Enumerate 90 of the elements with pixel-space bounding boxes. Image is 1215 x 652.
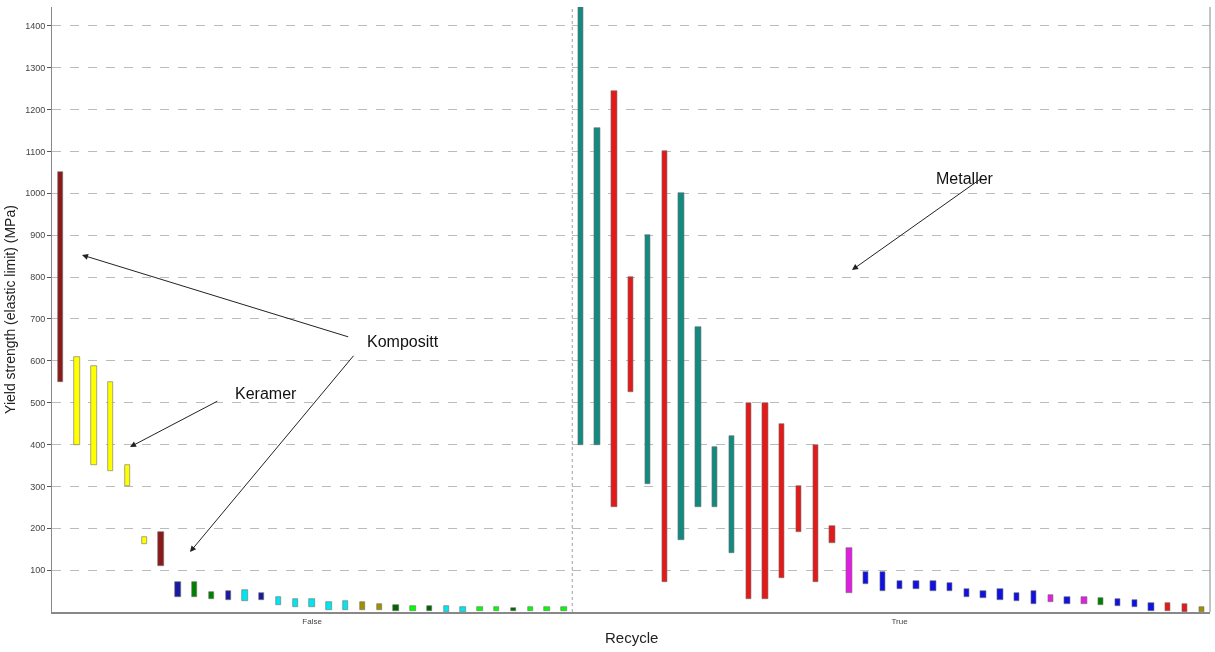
y-tick-label: 400 (30, 439, 46, 450)
bar (342, 600, 348, 610)
bar (896, 580, 903, 589)
bar (258, 592, 264, 600)
bar (795, 485, 802, 532)
bar (241, 589, 248, 601)
bar (627, 276, 634, 392)
bar (527, 606, 533, 611)
bar (1013, 592, 1020, 601)
y-tick-label: 800 (30, 272, 46, 283)
bar (275, 596, 281, 605)
bar (1047, 594, 1054, 602)
bar (191, 581, 197, 597)
bar (845, 547, 853, 593)
x-tick-label: True (891, 616, 909, 626)
bar (677, 192, 685, 540)
bar (946, 582, 953, 591)
y-tick-label: 200 (30, 523, 46, 534)
bar (912, 580, 920, 589)
y-tick-label: 1200 (25, 104, 46, 115)
bar (225, 590, 231, 600)
bar (476, 606, 483, 611)
bar (1147, 602, 1155, 611)
bar (828, 525, 836, 543)
y-tick-label: 1100 (25, 146, 46, 157)
bar (1114, 598, 1121, 606)
bar (711, 446, 718, 507)
bar (577, 7, 584, 445)
bar (694, 326, 702, 507)
annotation: Kompositt (367, 333, 439, 350)
bar (141, 536, 147, 544)
bar (57, 171, 63, 382)
bar (174, 581, 181, 597)
bar (426, 605, 432, 611)
bar (1063, 596, 1071, 604)
bar (1181, 603, 1188, 612)
bar (157, 531, 164, 566)
y-tick-label: 100 (30, 565, 46, 576)
y-tick-label: 300 (30, 481, 46, 492)
bar (963, 588, 970, 597)
annotation: Keramer (235, 385, 298, 402)
bar (610, 90, 618, 507)
bar (812, 444, 819, 582)
bar (929, 580, 937, 591)
bar (107, 381, 113, 471)
y-axis-title: Yield strength (elastic limit) (MPa) (1, 205, 18, 414)
bar (308, 598, 315, 607)
bar (560, 606, 567, 611)
bar (879, 571, 886, 591)
bar (359, 601, 365, 610)
bar (443, 605, 449, 612)
bar (1097, 597, 1104, 605)
bar (90, 365, 97, 465)
bar (493, 606, 499, 611)
bar (124, 464, 130, 486)
y-tick-label: 1300 (25, 62, 46, 73)
bar (979, 590, 987, 598)
y-tick-label: 1000 (25, 188, 46, 199)
bar (661, 150, 668, 582)
bar (996, 588, 1004, 600)
bar (761, 402, 769, 599)
bar (1030, 590, 1037, 604)
bar (1164, 602, 1171, 611)
bar (1198, 606, 1205, 612)
bar (459, 606, 466, 612)
y-tick-label: 900 (30, 230, 46, 241)
bar (73, 356, 80, 445)
y-tick-label: 500 (30, 397, 46, 408)
bar (409, 605, 416, 611)
x-tick-label: False (302, 616, 323, 626)
y-tick-label: 600 (30, 355, 46, 366)
bar (728, 435, 735, 553)
bar (593, 127, 601, 445)
bar (862, 571, 869, 584)
bar (1131, 599, 1138, 607)
bar (208, 591, 214, 599)
bar (1080, 596, 1088, 604)
bar (778, 423, 785, 578)
bar (543, 606, 550, 611)
y-tick-label: 1400 (25, 20, 46, 31)
bar (325, 601, 332, 610)
y-tick-label: 700 (30, 314, 46, 325)
annotation: Metaller (936, 170, 994, 187)
bar (392, 604, 399, 611)
bar (510, 607, 516, 611)
bar (644, 234, 651, 484)
bar (292, 598, 298, 607)
x-axis-title: Recycle (605, 629, 659, 646)
bar (745, 402, 752, 599)
bar (376, 603, 382, 610)
